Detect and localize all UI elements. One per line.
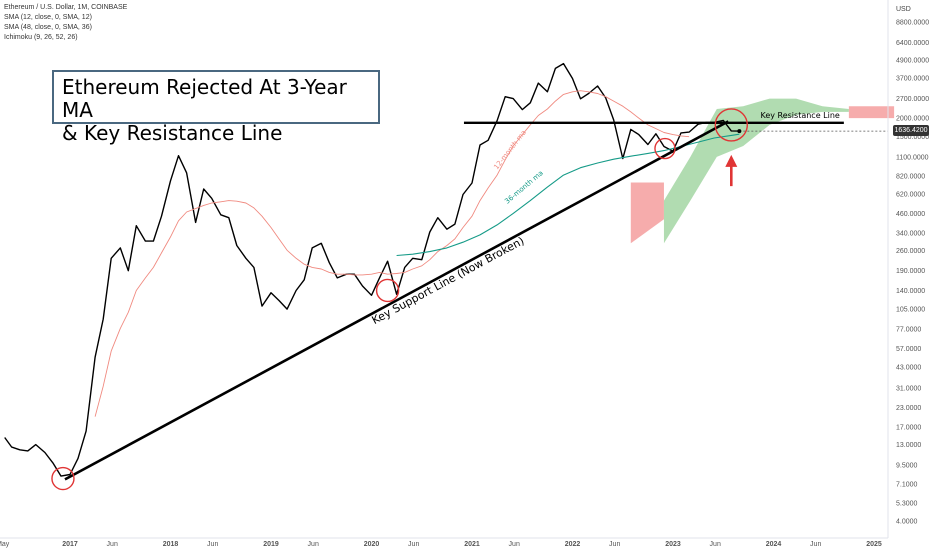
x-tick-label: Jun [408, 541, 419, 548]
ichimoku-cloud [630, 98, 895, 244]
x-tick-label: 2018 [163, 541, 179, 548]
axis-currency-label: USD [896, 6, 911, 13]
y-tick-label: 820.0000 [896, 173, 925, 180]
y-tick-label: 190.0000 [896, 268, 925, 275]
support-line [64, 120, 729, 481]
price-line [4, 62, 740, 477]
y-tick-label: 17.0000 [896, 425, 921, 432]
y-tick-label: 2000.0000 [896, 116, 929, 123]
y-tick-label: 31.0000 [896, 386, 921, 393]
legend-ichimoku[interactable]: Ichimoku (9, 26, 52, 26) [4, 34, 78, 41]
y-tick-label: 260.0000 [896, 248, 925, 255]
x-tick-label: 2024 [766, 541, 782, 548]
x-tick-label: 2023 [665, 541, 681, 548]
highlight-circle [654, 137, 676, 160]
x-tick-label: 2021 [464, 541, 480, 548]
highlight-circle [714, 108, 748, 142]
y-tick-label: 13.0000 [896, 442, 921, 449]
sma12-line [94, 90, 690, 417]
y-tick-label: 620.0000 [896, 191, 925, 198]
y-tick-label: 7.1000 [896, 481, 918, 488]
y-tick-label: 4900.0000 [896, 57, 929, 64]
x-tick-label: 2025 [866, 541, 882, 548]
label-36-month-ma: 36-month ma [503, 169, 545, 206]
y-tick-label: 460.0000 [896, 211, 925, 218]
y-tick-label: 105.0000 [896, 307, 925, 314]
x-tick-label: Jun [107, 541, 118, 548]
x-tick-label: Jun [308, 541, 319, 548]
y-tick-label: 77.0000 [896, 327, 921, 334]
x-tick-label: Jun [509, 541, 520, 548]
y-tick-label: 2700.0000 [896, 96, 929, 103]
sma36-line [396, 133, 740, 257]
x-tick-label: 2022 [565, 541, 581, 548]
legend-sma12[interactable]: SMA (12, close, 0, SMA, 12) [4, 14, 92, 21]
x-tick-label: 2017 [62, 541, 78, 548]
x-tick-label: Jun [207, 541, 218, 548]
cloud-future-bearish [848, 106, 895, 119]
y-tick-label: 340.0000 [896, 230, 925, 237]
highlight-circle [51, 466, 75, 491]
title-line-2: & Key Resistance Line [62, 121, 283, 145]
current-price-tag: 1636.4200 [893, 125, 929, 136]
time-axis: May 2017 Jun 2018 Jun 2019 Jun 2020 Jun 2021 Jun 20… [0, 537, 888, 548]
x-tick-label: Jun [710, 541, 721, 548]
y-tick-label: 9.5000 [896, 462, 918, 469]
annotations: Key Support Line (Now Broken)Key Resista… [51, 108, 844, 491]
y-tick-label: 5.3000 [896, 500, 918, 507]
x-tick-label: 2020 [364, 541, 380, 548]
cloud-bullish [663, 98, 849, 244]
label-12-month-ma: 12-month ma [492, 129, 528, 171]
y-tick-label: 43.0000 [896, 365, 921, 372]
x-tick-label: Jun [609, 541, 620, 548]
title-box: Ethereum Rejected At 3-Year MA & Key Res… [52, 70, 380, 145]
y-tick-label: 8800.0000 [896, 20, 929, 27]
highlight-circle [375, 278, 400, 303]
y-tick-label: 1500.0000 [896, 134, 929, 141]
arrow-head [725, 154, 738, 167]
y-tick-label: 6400.0000 [896, 40, 929, 47]
price-axis: USD 8800.0000 6400.0000 4900.0000 3700.0000 2… [887, 0, 929, 538]
legend-sma48[interactable]: SMA (48, close, 0, SMA, 36) [4, 24, 92, 31]
title-line-1: Ethereum Rejected At 3-Year MA [62, 75, 347, 122]
series [4, 62, 888, 477]
y-tick-label: 23.0000 [896, 405, 921, 412]
x-tick-label: Jun [810, 541, 821, 548]
legend-symbol[interactable]: Ethereum / U.S. Dollar, 1M, COINBASE [4, 4, 128, 11]
y-tick-label: 1100.0000 [896, 154, 929, 161]
current-price-dot [737, 129, 742, 134]
x-tick-label: May [0, 541, 10, 548]
x-tick-label: 2019 [263, 541, 279, 548]
y-tick-label: 3700.0000 [896, 76, 929, 83]
y-tick-label: 4.0000 [896, 519, 918, 526]
y-tick-label: 140.0000 [896, 288, 925, 295]
resistance-line-label: Key Resistance Line [760, 111, 839, 120]
cloud-bearish [630, 182, 664, 244]
legend: Ethereum / U.S. Dollar, 1M, COINBASE SMA… [4, 3, 127, 43]
y-tick-label: 57.0000 [896, 346, 921, 353]
